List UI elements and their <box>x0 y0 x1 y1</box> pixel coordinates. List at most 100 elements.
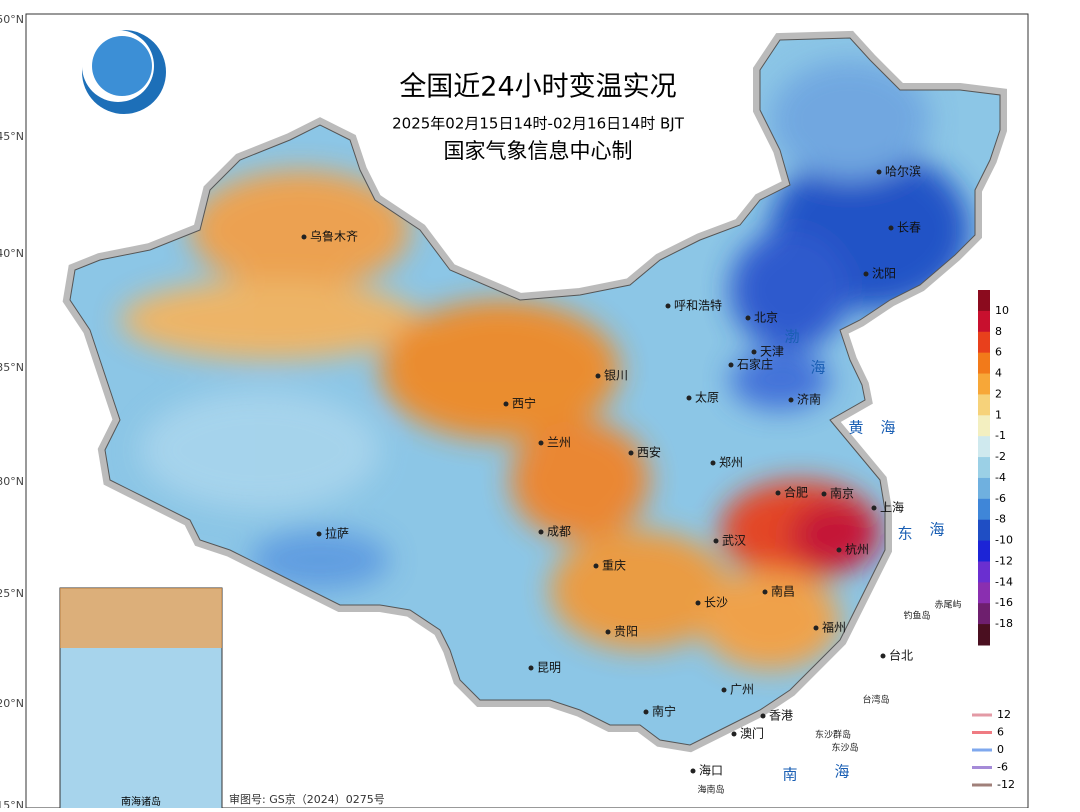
city-label: 呼和浩特 <box>674 298 722 313</box>
sea-label: 黄 <box>848 419 863 437</box>
colorbar-label: 8 <box>995 325 1002 338</box>
latitude-label: 40°N <box>0 247 24 260</box>
city-label: 南昌 <box>771 584 795 599</box>
latitude-label: 35°N <box>0 361 24 374</box>
city-dot <box>710 460 716 466</box>
sea-label: 南 <box>782 766 797 784</box>
colorbar-swatch <box>978 415 990 437</box>
city-label: 香港 <box>769 709 793 723</box>
city-dot <box>593 563 599 569</box>
footer: 审图号: GS京（2024）0275号 <box>229 792 385 806</box>
city-label: 长春 <box>897 221 921 235</box>
city-dot <box>888 225 894 231</box>
city-dot <box>538 529 544 535</box>
city-dot <box>871 505 877 511</box>
latitude-label: 45°N <box>0 130 24 143</box>
logo <box>82 30 166 114</box>
colorbar-label: 2 <box>995 387 1002 400</box>
city-label: 沈阳 <box>872 266 896 281</box>
colorbar-label: -1 <box>995 429 1006 442</box>
city-label: 长沙 <box>704 596 728 610</box>
colorbar-swatch <box>978 603 990 625</box>
city-dot <box>788 397 794 403</box>
inset-title: 南海诸岛 <box>121 795 161 808</box>
colorbar-swatch <box>978 498 990 521</box>
city-dot <box>813 625 819 631</box>
city-dot <box>690 768 696 774</box>
city-label: 昆明 <box>537 661 561 675</box>
colorbar-label: -12 <box>995 554 1013 567</box>
city-label: 哈尔滨 <box>885 164 921 179</box>
city-label: 澳门 <box>740 726 764 741</box>
colorbar-swatch <box>978 624 990 646</box>
latitude-label: 15°N <box>0 799 24 808</box>
city-label: 西安 <box>637 445 661 460</box>
colorbar-label: -16 <box>995 596 1013 609</box>
city-label: 郑州 <box>719 455 743 470</box>
city-dot <box>880 653 886 659</box>
colorbar-swatch <box>978 477 990 500</box>
colorbar-label: 1 <box>995 408 1002 421</box>
city-label: 银川 <box>604 369 628 383</box>
island-label: 东沙岛 <box>831 742 858 754</box>
city-label: 南宁 <box>652 704 676 719</box>
island-label: 海南岛 <box>697 784 724 796</box>
colorbar-label: -6 <box>995 492 1006 505</box>
latitude-label: 20°N <box>0 697 24 710</box>
city-label: 福州 <box>822 620 846 635</box>
colorbar-swatch <box>978 561 990 583</box>
contour-label: 0 <box>997 743 1004 756</box>
colorbar-swatch <box>978 373 990 395</box>
island-label: 东沙群岛 <box>815 729 851 741</box>
city-dot <box>538 440 544 446</box>
island-label: 钓鱼岛 <box>903 610 930 622</box>
city-dot <box>876 169 882 175</box>
sea-label: 海 <box>834 763 849 781</box>
island-label: 台湾岛 <box>862 694 889 706</box>
city-label: 杭州 <box>845 542 869 557</box>
colorbar-swatch <box>978 331 990 354</box>
colorbar-swatch <box>978 519 990 542</box>
city-dot <box>595 373 601 379</box>
city-dot <box>836 547 842 553</box>
colorbar-label: 6 <box>995 346 1002 359</box>
issuer: 国家气象信息中心制 <box>444 139 633 163</box>
city-dot <box>301 234 307 240</box>
city-dot <box>751 349 757 355</box>
colorbar-label: -8 <box>995 513 1006 526</box>
city-label: 广州 <box>730 683 754 697</box>
city-label: 武汉 <box>722 534 746 548</box>
city-dot <box>528 665 534 671</box>
city-dot <box>760 713 766 719</box>
colorbar-swatch <box>978 540 990 562</box>
city-dot <box>643 709 649 715</box>
colorbar-swatch <box>978 394 990 416</box>
city-dot <box>316 531 322 537</box>
city-dot <box>695 600 701 606</box>
city-label: 济南 <box>797 392 821 407</box>
city-label: 西宁 <box>512 396 536 411</box>
sea-label: 海 <box>810 359 825 377</box>
city-label: 天津 <box>760 345 784 359</box>
city-dot <box>821 491 827 497</box>
city-label: 乌鲁木齐 <box>310 229 358 244</box>
city-dot <box>775 490 781 496</box>
title: 全国近24小时变温实况 <box>399 72 676 103</box>
colorbar-swatch <box>978 582 990 604</box>
city-label: 拉萨 <box>325 526 349 541</box>
sea-label: 渤 <box>784 328 799 346</box>
subtitle: 2025年02月15日14时-02月16日14时 BJT <box>392 115 685 133</box>
colorbar-label: 10 <box>995 304 1009 317</box>
city-label: 台北 <box>889 648 913 663</box>
city-label: 太原 <box>695 390 719 405</box>
contour-label: 12 <box>997 708 1011 721</box>
city-label: 海口 <box>699 763 723 778</box>
city-label: 重庆 <box>602 559 626 573</box>
latitude-label: 50°N <box>0 13 24 26</box>
contour-label: -12 <box>997 778 1015 791</box>
sea-label: 海 <box>929 521 944 539</box>
city-label: 成都 <box>547 525 571 539</box>
city-label: 北京 <box>754 311 778 325</box>
inset-land <box>60 588 222 648</box>
colorbar-swatch <box>978 310 990 333</box>
